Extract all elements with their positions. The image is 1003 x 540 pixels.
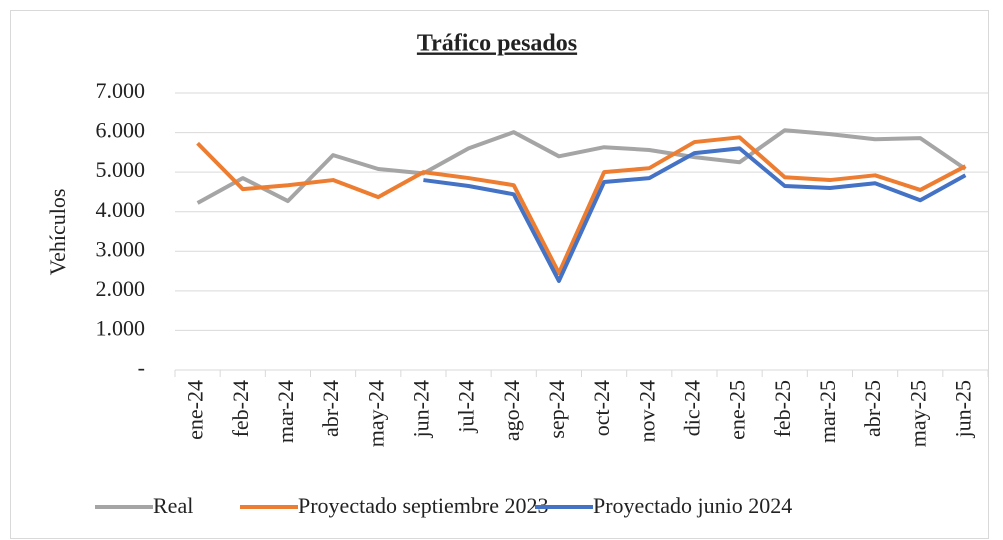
- x-tick-label: feb-24: [228, 380, 253, 437]
- y-tick-label: 1.000: [96, 315, 146, 340]
- y-tick-label: 2.000: [96, 276, 146, 301]
- y-tick-label: 4.000: [96, 197, 146, 222]
- x-tick-label: oct-24: [589, 380, 614, 436]
- legend-label: Proyectado septiembre 2023: [298, 493, 549, 518]
- x-tick-label: ene-25: [725, 380, 750, 440]
- x-tick-label: ago-24: [499, 380, 524, 441]
- y-tick-label: 5.000: [96, 157, 146, 182]
- x-tick-label: abr-25: [860, 380, 885, 437]
- y-tick-label: 3.000: [96, 236, 146, 261]
- x-tick-label: jun-24: [408, 380, 433, 438]
- x-tick-label: nov-24: [634, 380, 659, 442]
- y-tick-label: 6.000: [96, 118, 146, 143]
- x-tick-label: jul-24: [454, 380, 479, 434]
- x-tick-label: feb-25: [770, 380, 795, 437]
- x-tick-label: jun-25: [950, 380, 975, 438]
- x-tick-label: may-25: [905, 380, 930, 447]
- x-tick-label: sep-24: [544, 380, 569, 439]
- x-tick-label: mar-25: [815, 380, 840, 443]
- legend-label: Real: [153, 493, 193, 518]
- x-tick-label: dic-24: [679, 380, 704, 436]
- line-series: [423, 146, 967, 283]
- x-tick-label: mar-24: [273, 380, 298, 443]
- y-tick-label: 7.000: [96, 78, 146, 103]
- chart-title: Tráfico pesados: [417, 31, 577, 57]
- x-tick-label: abr-24: [318, 380, 343, 437]
- y-tick-label: -: [138, 355, 145, 380]
- legend-label: Proyectado junio 2024: [593, 493, 792, 518]
- y-axis-label: Vehículos: [45, 189, 70, 276]
- x-tick-label: ene-24: [183, 380, 208, 440]
- line-series: [196, 128, 967, 205]
- line-series: [196, 135, 967, 276]
- chart-border: [10, 10, 989, 539]
- x-tick-label: may-24: [363, 380, 388, 447]
